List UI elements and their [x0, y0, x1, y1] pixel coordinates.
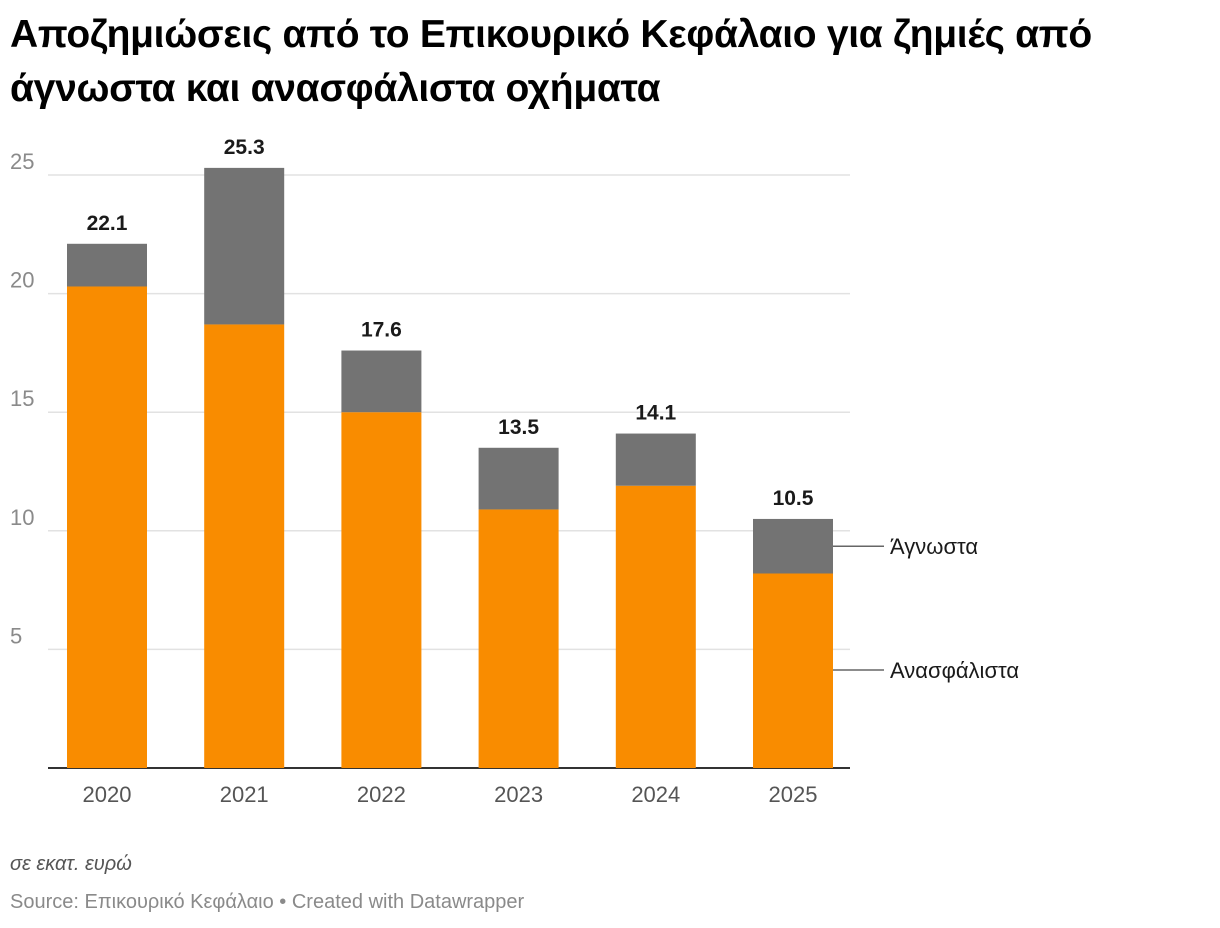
total-value-label: 14.1 [635, 402, 676, 425]
chart-title: Αποζημιώσεις από το Επικουρικό Κεφάλαιο … [10, 13, 1092, 110]
bar-unknown-2024 [615, 433, 696, 486]
y-tick-label: 20 [10, 268, 34, 293]
bar-uninsured-2022 [341, 412, 422, 768]
bar-unknown-2022 [341, 350, 422, 413]
x-tick-label: 2025 [769, 782, 818, 807]
x-tick-label: 2020 [83, 782, 132, 807]
bars [67, 167, 833, 768]
x-tick-label: 2023 [494, 782, 543, 807]
bar-uninsured-2020 [67, 286, 147, 768]
bar-uninsured-2025 [753, 573, 833, 768]
source-credit: Source: Επικουρικό Κεφάλαιο • Created wi… [10, 891, 525, 913]
y-tick-label: 10 [10, 505, 34, 530]
total-value-label: 17.6 [361, 319, 402, 342]
x-tick-label: 2022 [357, 782, 406, 807]
bar-unknown-2021 [204, 167, 285, 325]
labels: 22.1 2020 25.3 2021 17.6 2022 13.5 2023 14.1 2024… [83, 136, 1020, 807]
total-value-label: 10.5 [773, 487, 814, 510]
bar-uninsured-2021 [204, 324, 285, 768]
x-tick-label: 2021 [220, 782, 269, 807]
unit-note: σε εκατ. ευρώ [10, 853, 132, 875]
total-value-label: 22.1 [87, 212, 128, 235]
gridlines: 5 10 15 20 25 [10, 149, 850, 769]
legend-label-uninsured: Ανασφάλιστα [890, 658, 1019, 683]
total-value-label: 13.5 [498, 416, 539, 439]
x-tick-label: 2024 [631, 782, 680, 807]
bar-unknown-2020 [67, 243, 147, 287]
bar-uninsured-2024 [615, 485, 696, 768]
bar-uninsured-2023 [478, 509, 559, 768]
y-tick-label: 5 [10, 623, 22, 648]
y-tick-label: 15 [10, 386, 34, 411]
bar-unknown-2023 [478, 447, 559, 510]
bar-unknown-2025 [753, 518, 833, 574]
y-tick-label: 25 [10, 149, 34, 174]
legend-label-unknown: Άγνωστα [890, 534, 978, 559]
total-value-label: 25.3 [224, 136, 265, 159]
